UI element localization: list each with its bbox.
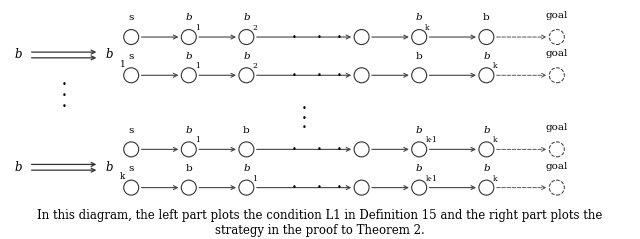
Text: In this diagram, the left part plots the condition L1 in Definition 15 and the r: In this diagram, the left part plots the… [37, 209, 603, 222]
Text: •: • [61, 102, 67, 111]
Text: 1: 1 [195, 136, 200, 144]
Text: b: b [416, 52, 422, 61]
Ellipse shape [549, 180, 564, 195]
Text: •: • [292, 33, 297, 42]
Ellipse shape [479, 180, 494, 195]
Text: b: b [243, 164, 250, 173]
Text: 1: 1 [195, 24, 200, 32]
Text: k: k [492, 136, 497, 144]
Text: •: • [316, 33, 321, 42]
Ellipse shape [412, 30, 427, 44]
Ellipse shape [181, 180, 196, 195]
Text: 2: 2 [252, 24, 257, 32]
Ellipse shape [239, 180, 254, 195]
Text: b: b [243, 126, 250, 135]
Ellipse shape [412, 180, 427, 195]
Text: b: b [186, 126, 192, 135]
Text: •: • [337, 183, 342, 192]
Text: b: b [106, 161, 113, 174]
Ellipse shape [124, 142, 139, 157]
Text: goal: goal [546, 162, 568, 171]
Text: k: k [492, 174, 497, 183]
Text: goal: goal [546, 123, 568, 132]
Text: k: k [120, 172, 125, 181]
Text: •: • [301, 114, 307, 123]
Text: b: b [483, 164, 490, 173]
Text: b: b [483, 126, 490, 135]
Ellipse shape [181, 142, 196, 157]
Ellipse shape [354, 68, 369, 83]
Text: b: b [483, 13, 490, 22]
Ellipse shape [479, 30, 494, 44]
Ellipse shape [181, 68, 196, 83]
Text: b: b [186, 52, 192, 61]
Ellipse shape [239, 30, 254, 44]
Text: s: s [129, 52, 134, 61]
Ellipse shape [124, 30, 139, 44]
Text: goal: goal [546, 11, 568, 20]
Text: b: b [186, 13, 192, 22]
Text: b: b [416, 126, 422, 135]
Text: •: • [292, 71, 297, 80]
Ellipse shape [549, 68, 564, 83]
Ellipse shape [354, 30, 369, 44]
Ellipse shape [412, 68, 427, 83]
Text: k-1: k-1 [426, 136, 438, 144]
Ellipse shape [239, 142, 254, 157]
Text: b: b [416, 164, 422, 173]
Text: k-1: k-1 [426, 174, 438, 183]
Text: 1: 1 [195, 62, 200, 70]
Text: k: k [492, 62, 497, 70]
Text: s: s [129, 126, 134, 135]
Text: •: • [337, 71, 342, 80]
Text: •: • [316, 71, 321, 80]
Text: b: b [15, 49, 22, 61]
Text: b: b [243, 52, 250, 61]
Ellipse shape [479, 68, 494, 83]
Text: •: • [292, 145, 297, 154]
Text: b: b [15, 161, 22, 174]
Ellipse shape [549, 30, 564, 44]
Text: s: s [129, 164, 134, 173]
Ellipse shape [412, 142, 427, 157]
Text: b: b [243, 13, 250, 22]
Text: •: • [292, 183, 297, 192]
Text: s: s [129, 13, 134, 22]
Text: k: k [425, 24, 429, 32]
Ellipse shape [479, 142, 494, 157]
Text: •: • [301, 123, 307, 132]
Text: 1: 1 [120, 60, 125, 69]
Text: b: b [416, 13, 422, 22]
Text: strategy in the proof to Theorem 2.: strategy in the proof to Theorem 2. [215, 224, 425, 237]
Text: •: • [61, 80, 67, 89]
Text: •: • [61, 91, 67, 100]
Ellipse shape [124, 68, 139, 83]
Ellipse shape [124, 180, 139, 195]
Ellipse shape [354, 142, 369, 157]
Text: •: • [316, 145, 321, 154]
Text: 2: 2 [252, 62, 257, 70]
Ellipse shape [181, 30, 196, 44]
Ellipse shape [354, 180, 369, 195]
Text: 1: 1 [252, 174, 257, 183]
Text: b: b [186, 164, 192, 173]
Ellipse shape [549, 142, 564, 157]
Text: •: • [337, 145, 342, 154]
Text: •: • [337, 33, 342, 42]
Text: •: • [316, 183, 321, 192]
Text: b: b [483, 52, 490, 61]
Ellipse shape [239, 68, 254, 83]
Text: goal: goal [546, 49, 568, 58]
Text: •: • [301, 104, 307, 113]
Text: b: b [106, 49, 113, 61]
